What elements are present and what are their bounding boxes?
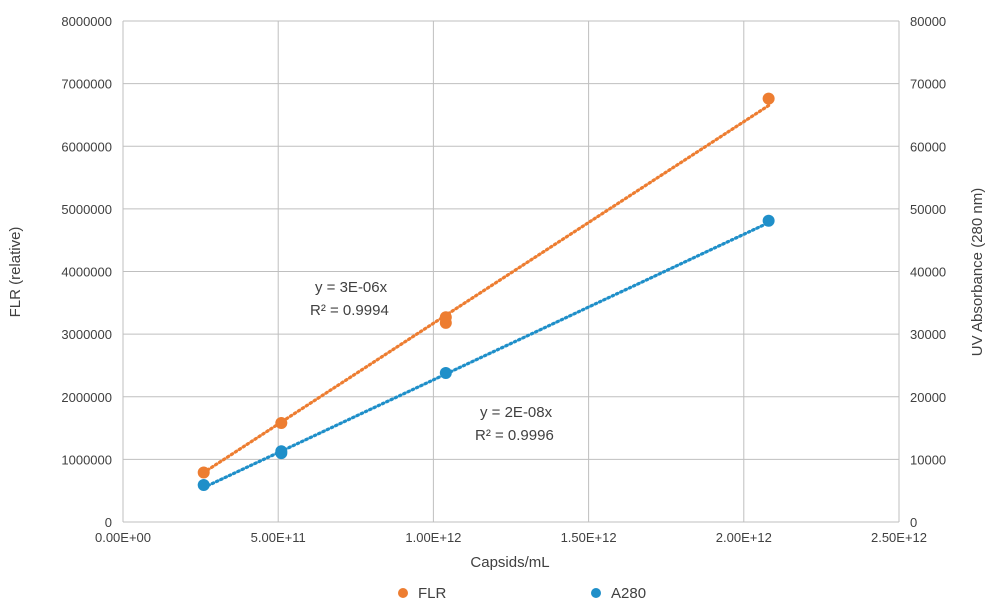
y2-tick-label: 30000 <box>910 327 946 342</box>
y-tick-label: 8000000 <box>61 14 112 29</box>
y2-tick-label: 80000 <box>910 14 946 29</box>
y2-tick-label: 70000 <box>910 77 946 92</box>
y-tick-label: 2000000 <box>61 390 112 405</box>
a280-r2-label: R² = 0.9996 <box>475 427 554 444</box>
y-tick-label: 6000000 <box>61 139 112 154</box>
y-tick-label: 1000000 <box>61 452 112 467</box>
x-tick-label: 2.50E+12 <box>871 530 927 545</box>
x-tick-label: 1.50E+12 <box>561 530 617 545</box>
y-axis-ticks: 0 1000000 2000000 3000000 4000000 5000000 6000… <box>61 14 112 530</box>
a280-data-point <box>439 366 452 379</box>
flr-trendline <box>202 103 771 475</box>
data-points <box>197 92 775 492</box>
y2-axis-ticks: 0 10000 20000 30000 40000 50000 60000 70000 8000… <box>910 14 946 530</box>
y-tick-label: 3000000 <box>61 327 112 342</box>
x-tick-label: 0.00E+00 <box>95 530 151 545</box>
flr-equation-label: y = 3E-06x <box>315 279 388 296</box>
y2-tick-label: 20000 <box>910 390 946 405</box>
a280-trendline <box>202 221 771 490</box>
a280-equation-label: y = 2E-08x <box>480 404 553 421</box>
legend-label-a280: A280 <box>611 585 646 602</box>
y2-tick-label: 50000 <box>910 202 946 217</box>
y-tick-label: 0 <box>105 515 112 530</box>
flr-data-point <box>439 311 452 324</box>
trendlines <box>202 103 771 490</box>
legend-marker-flr <box>398 588 408 598</box>
gridlines <box>122 20 900 523</box>
a280-data-point <box>197 479 210 492</box>
x-axis-title: Capsids/mL <box>470 554 549 571</box>
y-axis-title: FLR (relative) <box>7 227 24 318</box>
flr-r2-label: R² = 0.9994 <box>310 302 389 319</box>
x-axis-ticks: 0.00E+00 5.00E+11 1.00E+12 1.50E+12 2.00E+12… <box>95 530 927 545</box>
y2-tick-label: 10000 <box>910 452 946 467</box>
y-tick-label: 7000000 <box>61 77 112 92</box>
y2-tick-label: 40000 <box>910 265 946 280</box>
y-tick-label: 4000000 <box>61 265 112 280</box>
y-tick-label: 5000000 <box>61 202 112 217</box>
flr-data-point <box>762 92 775 105</box>
a280-data-point <box>762 214 775 227</box>
legend-label-flr: FLR <box>418 585 447 602</box>
a280-data-point <box>275 445 288 458</box>
x-tick-label: 1.00E+12 <box>405 530 461 545</box>
y2-axis-title: UV Absorbance (280 nm) <box>969 188 986 356</box>
legend: FLR A280 <box>398 585 646 602</box>
x-tick-label: 2.00E+12 <box>716 530 772 545</box>
y2-tick-label: 0 <box>910 515 917 530</box>
legend-marker-a280 <box>591 588 601 598</box>
flr-data-point <box>275 417 288 430</box>
x-tick-label: 5.00E+11 <box>251 530 306 545</box>
flr-data-point <box>197 466 210 479</box>
y2-tick-label: 60000 <box>910 139 946 154</box>
